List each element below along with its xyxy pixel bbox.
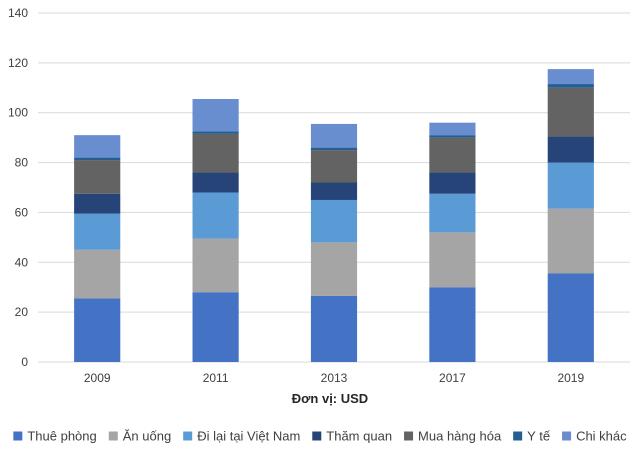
bar-segment-2019-2 [547,162,594,209]
legend-label: Thăm quan [326,429,392,444]
legend-label: Thuê phòng [27,429,96,444]
bar-segment-2017-1 [429,232,476,288]
bar-segment-2019-3 [547,136,594,163]
bar-segment-2019-4 [547,87,594,137]
bar-segment-2013-4 [310,150,358,183]
bar-segment-2011-5 [192,131,239,134]
legend-swatch [404,431,414,441]
y-tick-label: 20 [15,305,29,319]
legend-swatch [13,431,23,441]
x-axis-label: Đơn vị: USD [292,391,368,406]
legend-swatch [562,431,572,441]
bars [74,69,594,362]
y-tick-label: 60 [15,205,29,219]
x-tick-label: 2011 [203,371,229,385]
legend-label: Chi khác [576,429,627,444]
bar-segment-2009-0 [74,298,121,362]
bar-segment-2017-4 [429,137,476,173]
bar-segment-2011-0 [192,292,239,362]
y-tick-label: 0 [21,355,28,369]
bar-segment-2011-4 [192,133,239,173]
bar-segment-2017-5 [429,135,476,138]
y-tick-label: 80 [15,156,29,170]
x-tick-label: 2017 [439,371,466,385]
bar-segment-2019-5 [547,84,594,88]
bar-segment-2017-0 [429,287,476,362]
legend-label: Ăn uống [123,429,171,444]
bar-segment-2009-3 [74,193,121,214]
y-tick-label: 40 [15,255,29,269]
y-tick-label: 100 [8,106,28,120]
x-tick-label: 2019 [557,371,584,385]
bar-segment-2013-5 [310,147,358,151]
bar-segment-2019-0 [547,273,594,362]
legend-swatch [312,431,322,441]
bar-segment-2017-2 [429,193,476,233]
legend-label: Mua hàng hóa [418,429,502,444]
legend-swatch [513,431,523,441]
bar-segment-2013-1 [310,242,358,296]
bar-segment-2019-1 [547,208,594,274]
legend-swatch [183,431,193,441]
x-axis-category-labels: 2009 2011 2013 2017 2019 [84,371,585,385]
legend-label: Đi lại tại Việt Nam [197,429,300,444]
legend-label: Y tế [527,429,551,444]
y-axis-tick-labels: 0 20 40 60 80 100 120 140 [8,6,28,369]
legend: Thuê phòng Ăn uống Đi lại tại Việt Nam Thăm… [13,429,627,444]
y-tick-label: 120 [8,56,28,70]
bar-segment-2011-6 [192,99,239,132]
legend-swatch [108,431,118,441]
bar-segment-2009-2 [74,213,121,250]
bar-segment-2017-6 [429,122,476,136]
x-tick-label: 2009 [84,371,111,385]
x-tick-label: 2013 [321,371,348,385]
bar-segment-2013-3 [310,182,358,200]
y-tick-label: 140 [8,6,28,20]
bar-segment-2011-3 [192,172,239,193]
bar-segment-2009-5 [74,157,121,161]
bar-segment-2009-1 [74,249,121,299]
bar-segment-2019-6 [547,69,594,85]
bar-segment-2013-6 [310,123,358,148]
bar-segment-2009-6 [74,135,121,158]
bar-segment-2013-2 [310,199,358,243]
bar-segment-2017-3 [429,172,476,194]
bar-segment-2011-2 [192,192,239,239]
bar-segment-2011-1 [192,238,239,293]
bar-segment-2013-0 [310,295,358,362]
bar-segment-2009-4 [74,160,121,194]
